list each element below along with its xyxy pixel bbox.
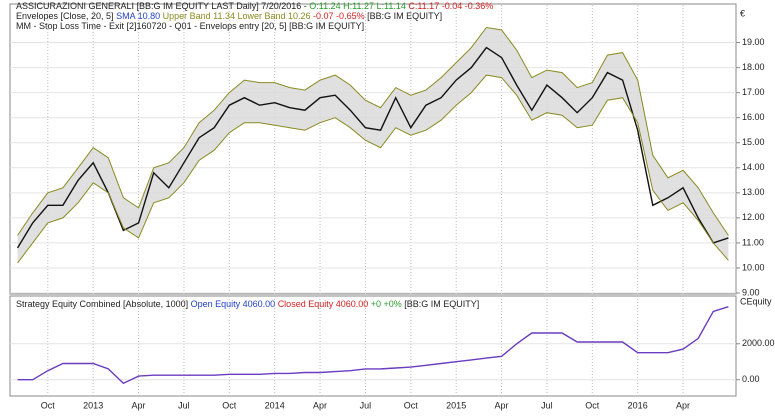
y-tick-label: 11.00 bbox=[742, 237, 764, 247]
header-segment: ASSICURAZIONI GENERALI [BB:G IM EQUITY L… bbox=[16, 1, 309, 11]
y-tick-label: 19.00 bbox=[742, 37, 765, 47]
header-segment: 160720 - Q01 - Envelops entry [20, 5] [B… bbox=[137, 21, 365, 31]
x-tick-label: Apr bbox=[313, 400, 327, 410]
x-tick-label: 2014 bbox=[265, 400, 285, 410]
x-tick-label: Jul bbox=[178, 400, 190, 410]
series-line bbox=[17, 74, 729, 264]
x-tick-label: 2013 bbox=[83, 400, 103, 410]
y-tick-label: 13.00 bbox=[742, 187, 765, 197]
header-segment: O:11.24 H:11.27 L:11.14 bbox=[309, 1, 408, 11]
header-segment: -0.07 -0.65% bbox=[313, 11, 367, 21]
x-tick-label: Jul bbox=[360, 400, 372, 410]
series-line bbox=[17, 306, 729, 385]
y-tick-label: 12.00 bbox=[742, 212, 765, 222]
series-line bbox=[17, 46, 729, 249]
y-tick-label: 9.00 bbox=[742, 287, 760, 297]
header-segment: [BB:G IM EQUITY] bbox=[367, 11, 442, 21]
header-segment: MM - Stop Loss Time - Exit [2] bbox=[16, 21, 137, 31]
x-tick-label: Oct bbox=[404, 400, 419, 410]
x-tick-label: Oct bbox=[222, 400, 237, 410]
header-segment: Open Equity 4060.00 bbox=[191, 299, 278, 309]
header-segment: Envelopes [Close, 20, 5] bbox=[16, 11, 116, 21]
y-tick-label: 10.00 bbox=[742, 262, 765, 272]
y-tick-label: 18.00 bbox=[742, 62, 765, 72]
equity-panel bbox=[9, 295, 737, 397]
header-segment: C:11.17 -0.04 -0.36% bbox=[408, 1, 493, 11]
header-segment: SMA 10.80 bbox=[116, 11, 163, 21]
header-segment: Closed Equity 4060.00 bbox=[278, 299, 371, 309]
header-segment: [BB:G IM EQUITY] bbox=[404, 299, 479, 309]
header-segment: Upper Band 11.34 Lower Band 10.26 bbox=[163, 11, 313, 21]
series-line bbox=[17, 26, 729, 236]
y-tick-label: 2000.00 bbox=[742, 338, 775, 348]
y-tick-label: 15.00 bbox=[742, 137, 765, 147]
y-tick-label: 14.00 bbox=[742, 162, 765, 172]
price-panel bbox=[9, 3, 737, 295]
y-axis-label: € bbox=[740, 8, 745, 18]
y-tick-label: 0.00 bbox=[742, 374, 760, 384]
x-tick-label: Apr bbox=[495, 400, 509, 410]
header-line: Strategy Equity Combined [Absolute, 1000… bbox=[16, 299, 479, 309]
x-tick-label: 2016 bbox=[628, 400, 648, 410]
x-tick-label: Oct bbox=[585, 400, 600, 410]
x-tick-label: 2015 bbox=[446, 400, 466, 410]
header-line: ASSICURAZIONI GENERALI [BB:G IM EQUITY L… bbox=[16, 1, 493, 11]
header-segment: +0 +0% bbox=[371, 299, 405, 309]
header-line: MM - Stop Loss Time - Exit [2]160720 - Q… bbox=[16, 21, 364, 31]
header-segment: Strategy Equity Combined [Absolute, 1000… bbox=[16, 299, 191, 309]
y-tick-label: 17.00 bbox=[742, 87, 765, 97]
x-tick-label: Jul bbox=[541, 400, 553, 410]
header-line: Envelopes [Close, 20, 5] SMA 10.80 Upper… bbox=[16, 11, 442, 21]
band-fill bbox=[17, 27, 729, 263]
y-tick-label: 16.00 bbox=[742, 112, 765, 122]
x-tick-label: Apr bbox=[676, 400, 690, 410]
y-axis-label: CEquity bbox=[740, 296, 772, 306]
x-tick-label: Oct bbox=[41, 400, 56, 410]
x-tick-label: Apr bbox=[132, 400, 146, 410]
